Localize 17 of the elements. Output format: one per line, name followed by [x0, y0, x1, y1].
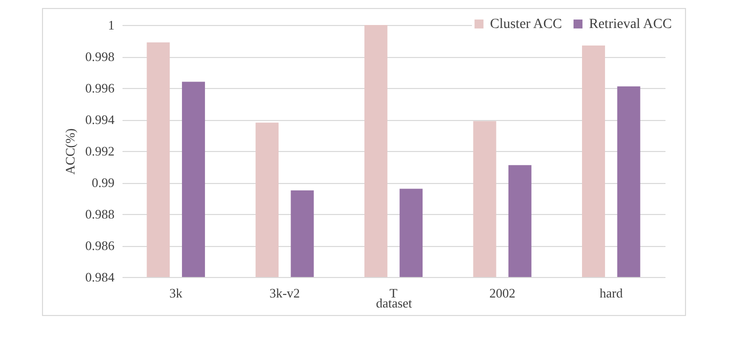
x-tick-label: T [390, 286, 398, 300]
y-tick-label: 0.996 [85, 80, 115, 96]
y-axis-title: ACC(%) [62, 128, 78, 175]
y-tick-label: 0.994 [85, 112, 115, 127]
y-tick-label: 0.99 [92, 175, 114, 190]
x-tick-label: hard [600, 286, 624, 300]
y-tick-label: 0.992 [85, 144, 114, 158]
x-tick-label: 3k-v2 [270, 286, 300, 300]
y-tick-label: 0.998 [85, 49, 114, 64]
legend-label: Retrieval ACC [589, 17, 672, 32]
x-tick-label: 2002 [489, 286, 516, 300]
y-tick-label: 0.988 [85, 206, 114, 222]
legend-label: Cluster ACC [490, 17, 562, 32]
y-tick-label: 0.986 [85, 238, 115, 253]
y-tick-label: 1 [108, 18, 114, 32]
x-tick-label: 3k [169, 286, 183, 300]
y-tick-label: 0.984 [85, 270, 115, 284]
